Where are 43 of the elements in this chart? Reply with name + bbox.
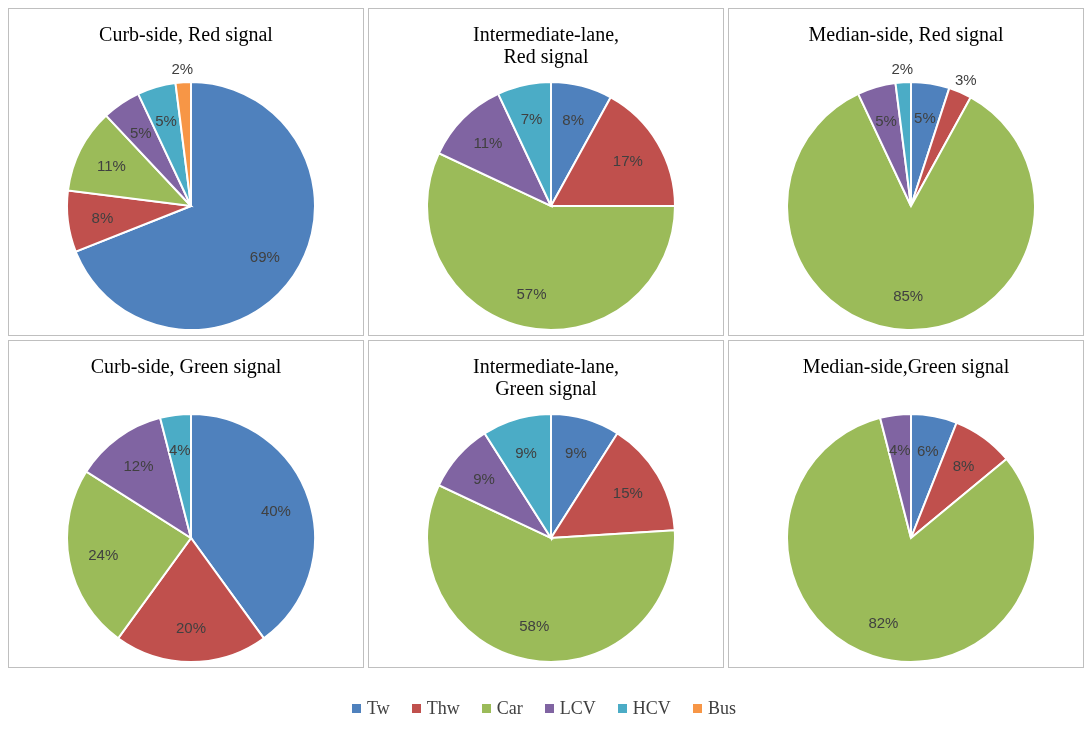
data-label: 24% [88, 546, 119, 564]
data-label: 5% [155, 111, 177, 129]
chart-title: Intermediate-lane, Green signal [472, 355, 620, 399]
legend-label: Tw [366, 698, 390, 719]
data-label: 2% [891, 59, 914, 77]
data-label: 40% [260, 501, 291, 519]
legend-label: HCV [631, 698, 671, 719]
data-label: 20% [175, 618, 207, 636]
legend-label: Car [495, 698, 523, 719]
data-label: 11% [96, 156, 126, 174]
data-label: 8% [91, 208, 114, 226]
legend-label: LCV [558, 698, 596, 719]
data-label: 2% [171, 59, 194, 77]
chart-title: Intermediate-lane, Red signal [472, 23, 620, 67]
data-label: 3% [954, 70, 977, 88]
data-label: 9% [565, 443, 587, 461]
legend-label: Thw [425, 698, 460, 719]
legend-label: Bus [706, 698, 736, 719]
data-label: 7% [520, 110, 543, 128]
data-label: 5% [129, 123, 152, 141]
data-label: 9% [515, 443, 537, 461]
data-label: 57% [516, 284, 547, 302]
data-label: 4% [168, 440, 191, 458]
data-label: 69% [249, 247, 280, 265]
data-label: 58% [519, 617, 550, 635]
data-label: 8% [562, 111, 585, 129]
data-label: 12% [123, 457, 154, 475]
data-label: 15% [612, 484, 643, 502]
chart-title: Median-side,Green signal [801, 355, 1011, 377]
data-label: 85% [893, 286, 924, 304]
data-label: 6% [916, 441, 939, 459]
chart-title: Median-side, Red signal [807, 23, 1005, 45]
data-label: 17% [612, 152, 643, 170]
pie-slice [786, 416, 1036, 663]
data-label: 82% [868, 614, 899, 632]
data-label: 11% [473, 134, 503, 152]
data-label: 9% [473, 470, 495, 488]
chart-title: Curb-side, Red signal [98, 23, 274, 45]
data-label: 4% [888, 440, 911, 458]
data-label: 8% [952, 457, 975, 475]
data-label: 5% [914, 109, 936, 127]
data-label: 5% [875, 111, 897, 129]
chart-title: Curb-side, Green signal [89, 355, 283, 377]
